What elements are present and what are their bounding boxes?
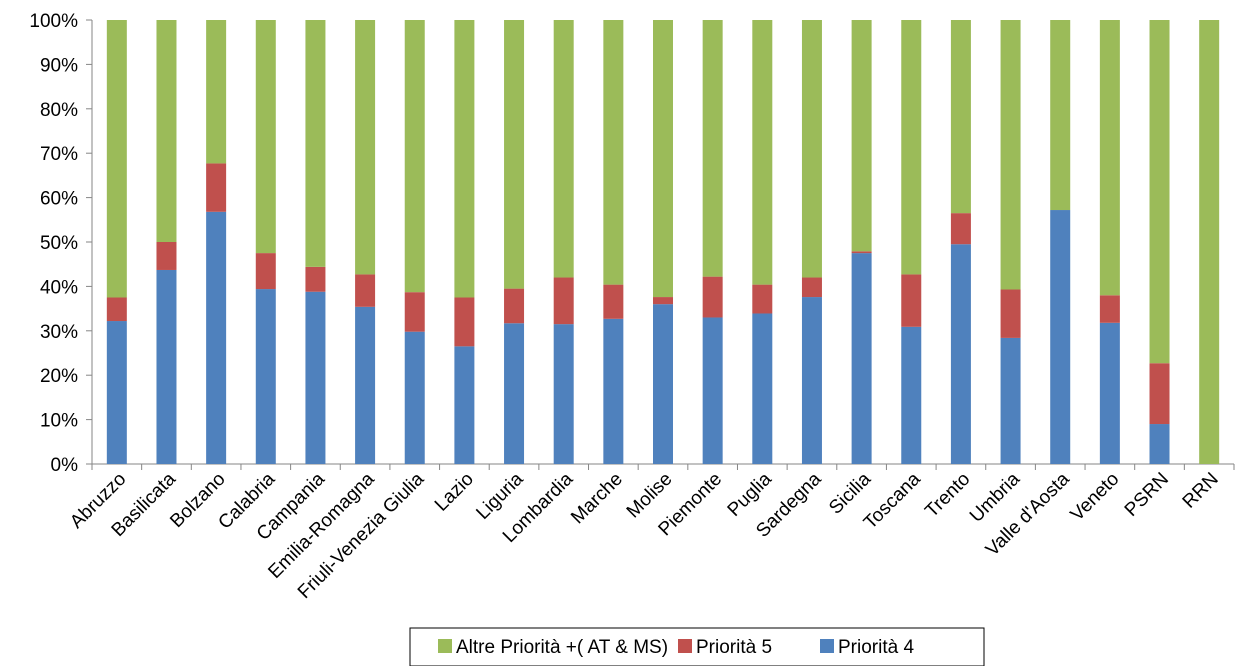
- bar-altre-priorit-at-ms-basilicata: [156, 20, 177, 242]
- y-tick-label: 0%: [51, 455, 79, 476]
- bar-priorit-4-lombardia: [553, 324, 574, 464]
- bar-priorit-4-lazio: [454, 346, 475, 464]
- bar-priorit-4-psrn: [1149, 424, 1170, 464]
- bar-priorit-5-piemonte: [702, 276, 723, 318]
- bar-priorit-4-sicilia: [851, 253, 872, 464]
- legend-swatch-priorit-5: [678, 639, 692, 653]
- bar-altre-priorit-at-ms-psrn: [1149, 20, 1170, 364]
- legend-swatch-altre-priorit-at-ms: [438, 639, 452, 653]
- bar-altre-priorit-at-ms-toscana: [901, 20, 922, 275]
- bar-priorit-4-toscana: [901, 326, 922, 464]
- bar-altre-priorit-at-ms-rrn: [1199, 20, 1220, 464]
- legend-label-altre-priorit-at-ms: Altre Priorità +( AT & MS): [456, 637, 668, 658]
- bar-altre-priorit-at-ms-abruzzo: [106, 20, 127, 298]
- bar-altre-priorit-at-ms-molise: [653, 20, 673, 298]
- bar-priorit-5-campania: [305, 266, 326, 292]
- bar-priorit-4-marche: [603, 318, 624, 464]
- bar-priorit-4-friuli-venezia-giulia: [404, 331, 425, 464]
- bar-priorit-5-liguria: [504, 288, 525, 324]
- bar-priorit-4-umbria: [1000, 337, 1021, 464]
- bar-priorit-5-toscana: [901, 274, 922, 327]
- bar-priorit-5-marche: [603, 284, 624, 319]
- x-tick-label: RRN: [1179, 469, 1223, 513]
- bar-altre-priorit-at-ms-trento: [950, 20, 971, 214]
- bar-priorit-5-calabria: [255, 253, 276, 290]
- bar-priorit-4-piemonte: [702, 317, 723, 464]
- y-tick-label: 70%: [40, 144, 78, 165]
- y-tick-label: 10%: [40, 411, 78, 432]
- y-tick-label: 90%: [40, 55, 78, 76]
- bar-priorit-4-valle-d-aosta: [1050, 210, 1071, 464]
- y-tick-label: 40%: [40, 277, 78, 298]
- bar-priorit-5-lazio: [454, 297, 475, 347]
- bar-priorit-4-veneto: [1099, 322, 1120, 464]
- x-tick-label: Lazio: [431, 469, 478, 516]
- bar-priorit-4-calabria: [255, 289, 276, 464]
- bar-altre-priorit-at-ms-veneto: [1099, 20, 1120, 296]
- y-tick-label: 30%: [40, 322, 78, 343]
- bar-altre-priorit-at-ms-lombardia: [553, 20, 574, 278]
- bar-priorit-5-sardegna: [801, 277, 822, 298]
- bar-priorit-5-basilicata: [156, 242, 177, 270]
- x-tick-label: Veneto: [1067, 469, 1124, 526]
- bar-altre-priorit-at-ms-campania: [305, 20, 326, 267]
- bar-priorit-5-puglia: [752, 284, 773, 314]
- bar-priorit-4-sardegna: [801, 297, 822, 464]
- y-tick-label: 20%: [40, 366, 78, 387]
- legend-swatch-priorit-4: [820, 639, 834, 653]
- y-tick-label: 100%: [29, 11, 78, 32]
- bar-priorit-5-veneto: [1099, 295, 1120, 323]
- y-tick-label: 50%: [40, 233, 78, 254]
- bar-altre-priorit-at-ms-marche: [603, 20, 624, 285]
- x-tick-label: PSRN: [1121, 469, 1173, 521]
- bar-priorit-4-abruzzo: [106, 321, 127, 464]
- bar-altre-priorit-at-ms-umbria: [1000, 20, 1021, 290]
- bar-priorit-4-puglia: [752, 313, 773, 464]
- bar-priorit-5-abruzzo: [106, 297, 127, 322]
- legend-label-priorit-4: Priorità 4: [838, 637, 914, 658]
- bar-priorit-5-umbria: [1000, 289, 1021, 338]
- y-tick-label: 60%: [40, 189, 78, 210]
- bar-altre-priorit-at-ms-emilia-romagna: [355, 20, 376, 275]
- bar-priorit-4-campania: [305, 291, 326, 464]
- bar-priorit-5-emilia-romagna: [355, 274, 376, 307]
- legend-label-priorit-5: Priorità 5: [696, 637, 772, 658]
- bar-priorit-5-lombardia: [553, 277, 574, 325]
- bar-priorit-4-liguria: [504, 323, 525, 464]
- bar-priorit-4-bolzano: [206, 211, 227, 464]
- bar-altre-priorit-at-ms-piemonte: [702, 20, 723, 277]
- legend-box: [409, 627, 985, 666]
- bar-priorit-5-friuli-venezia-giulia: [404, 292, 425, 332]
- bar-altre-priorit-at-ms-liguria: [504, 20, 525, 289]
- bar-priorit-5-psrn: [1149, 363, 1170, 425]
- bar-priorit-5-sicilia: [851, 251, 872, 254]
- x-tick-label: Marche: [567, 469, 627, 529]
- bar-priorit-4-emilia-romagna: [355, 306, 376, 464]
- bar-altre-priorit-at-ms-lazio: [454, 20, 475, 298]
- bar-altre-priorit-at-ms-valle-d-aosta: [1050, 20, 1071, 211]
- bar-altre-priorit-at-ms-sicilia: [851, 20, 872, 252]
- bar-altre-priorit-at-ms-friuli-venezia-giulia: [404, 20, 425, 293]
- bar-altre-priorit-at-ms-puglia: [752, 20, 773, 285]
- bar-priorit-4-trento: [950, 244, 971, 464]
- bar-priorit-5-molise: [653, 297, 673, 305]
- bar-priorit-4-basilicata: [156, 269, 177, 464]
- bar-priorit-4-molise: [653, 304, 673, 464]
- bar-altre-priorit-at-ms-bolzano: [206, 20, 227, 164]
- bar-priorit-5-trento: [950, 213, 971, 245]
- y-tick-label: 80%: [40, 100, 78, 121]
- bar-altre-priorit-at-ms-sardegna: [801, 20, 822, 278]
- bar-altre-priorit-at-ms-calabria: [255, 20, 276, 254]
- bar-priorit-5-bolzano: [206, 163, 227, 212]
